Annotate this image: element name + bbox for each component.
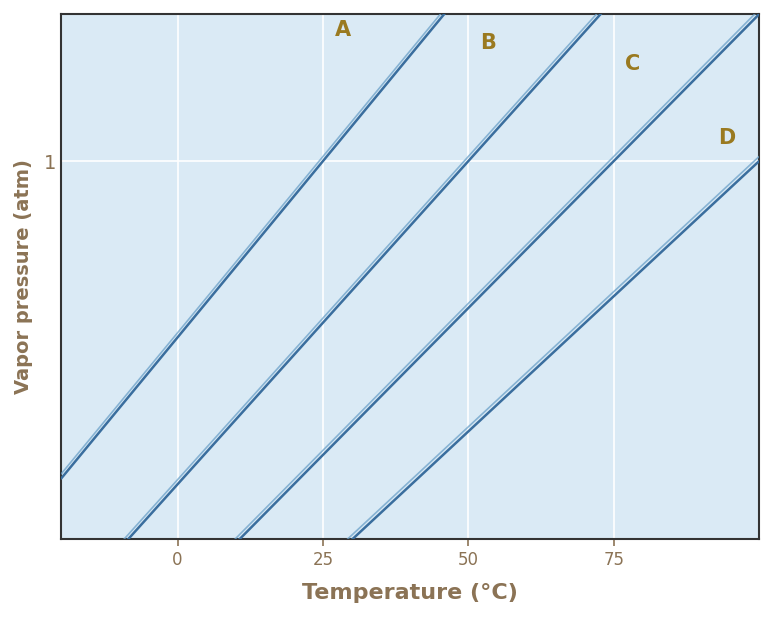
Text: B: B bbox=[480, 33, 495, 54]
X-axis label: Temperature (°C): Temperature (°C) bbox=[302, 583, 518, 603]
Text: D: D bbox=[718, 128, 736, 148]
Y-axis label: Vapor pressure (atm): Vapor pressure (atm) bbox=[14, 159, 33, 394]
Text: C: C bbox=[625, 54, 641, 74]
Text: A: A bbox=[335, 20, 351, 40]
